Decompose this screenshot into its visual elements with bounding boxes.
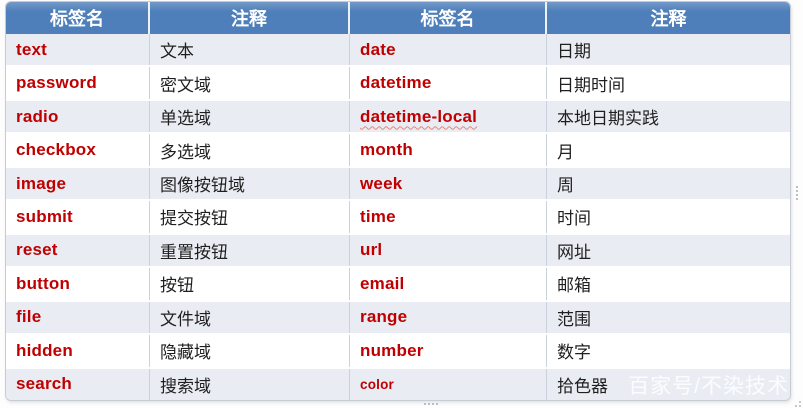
tag-name-cell: week [360, 173, 403, 193]
annotation-cell: 单选域 [160, 109, 211, 129]
annotation-cell: 多选域 [160, 142, 211, 162]
tag-name-cell: image [16, 173, 67, 193]
annotation-cell: 邮箱 [557, 276, 591, 296]
annotation-cell: 范围 [557, 309, 591, 329]
table-row: hidden 隐藏域 number 数字 [6, 333, 790, 367]
annotation-cell: 拾色器 [557, 376, 608, 396]
annotation-cell: 重置按钮 [160, 242, 228, 262]
annotation-cell: 数字 [557, 343, 591, 363]
tag-name-cell: submit [16, 206, 73, 226]
right-resize-handle-icon [796, 186, 798, 202]
header-note-right: 注释 [650, 9, 687, 29]
tag-name-cell: time [360, 206, 396, 226]
annotation-cell: 周 [557, 176, 574, 196]
table-row: image 图像按钮域 week 周 [6, 165, 790, 200]
annotation-cell: 密文域 [160, 75, 211, 95]
annotation-cell: 时间 [557, 209, 591, 229]
table-row: button 按钮 email 邮箱 [6, 266, 790, 300]
annotation-cell: 本地日期实践 [557, 109, 659, 129]
table-row: submit 提交按钮 time 时间 [6, 199, 790, 233]
tag-name-cell: file [16, 307, 42, 327]
corner-resize-grip-icon [793, 399, 801, 407]
annotation-cell: 文件域 [160, 309, 211, 329]
tag-name-cell: checkbox [16, 140, 97, 160]
table-row: search 搜索域 color 拾色器 [6, 366, 790, 400]
annotation-cell: 搜索域 [160, 376, 211, 396]
tag-name-cell: search [16, 374, 73, 394]
tag-name-cell: hidden [16, 340, 73, 360]
table-row: reset 重置按钮 url 网址 [6, 232, 790, 267]
tag-name-cell: month [360, 140, 413, 160]
tag-name-cell: email [360, 273, 405, 293]
tag-name-cell: datetime [360, 73, 432, 93]
annotation-cell: 文本 [160, 42, 194, 62]
table-row: password 密文域 datetime 日期时间 [6, 65, 790, 99]
input-types-table: 标签名 注释 标签名 注释 text 文本 date 日期 password 密… [5, 1, 791, 401]
annotation-cell: 图像按钮域 [160, 176, 245, 196]
table-body: text 文本 date 日期 password 密文域 datetime 日期… [6, 34, 790, 400]
tag-name-cell: password [16, 73, 97, 93]
tag-name-cell: color [360, 376, 395, 392]
header-tag-right: 标签名 [350, 2, 547, 34]
table-row: file 文件域 range 范围 [6, 299, 790, 334]
annotation-cell: 月 [557, 142, 574, 162]
tag-name-cell: url [360, 240, 383, 260]
annotation-cell: 日期时间 [557, 75, 625, 95]
tag-name-cell: date [360, 39, 396, 59]
bottom-resize-handle-icon [424, 403, 440, 405]
annotation-cell: 提交按钮 [160, 209, 228, 229]
table-row: text 文本 date 日期 [6, 34, 790, 66]
header-note-left: 注释 [150, 2, 350, 34]
annotation-cell: 网址 [557, 242, 591, 262]
annotation-cell: 按钮 [160, 276, 194, 296]
tag-name-cell: range [360, 307, 408, 327]
table-header-row: 标签名 注释 标签名 注释 [6, 2, 790, 34]
table-row: checkbox 多选域 month 月 [6, 132, 790, 166]
header-tag-left: 标签名 [6, 2, 150, 34]
tag-name-cell: datetime-local [360, 106, 478, 126]
tag-name-cell: number [360, 340, 424, 360]
tag-name-cell: reset [16, 240, 58, 260]
annotation-cell: 隐藏域 [160, 343, 211, 363]
tag-name-cell: button [16, 273, 71, 293]
tag-name-cell: text [16, 39, 48, 59]
tag-name-cell: radio [16, 106, 59, 126]
annotation-cell: 日期 [557, 42, 591, 62]
table-row: radio 单选域 datetime-local 本地日期实践 [6, 98, 790, 133]
